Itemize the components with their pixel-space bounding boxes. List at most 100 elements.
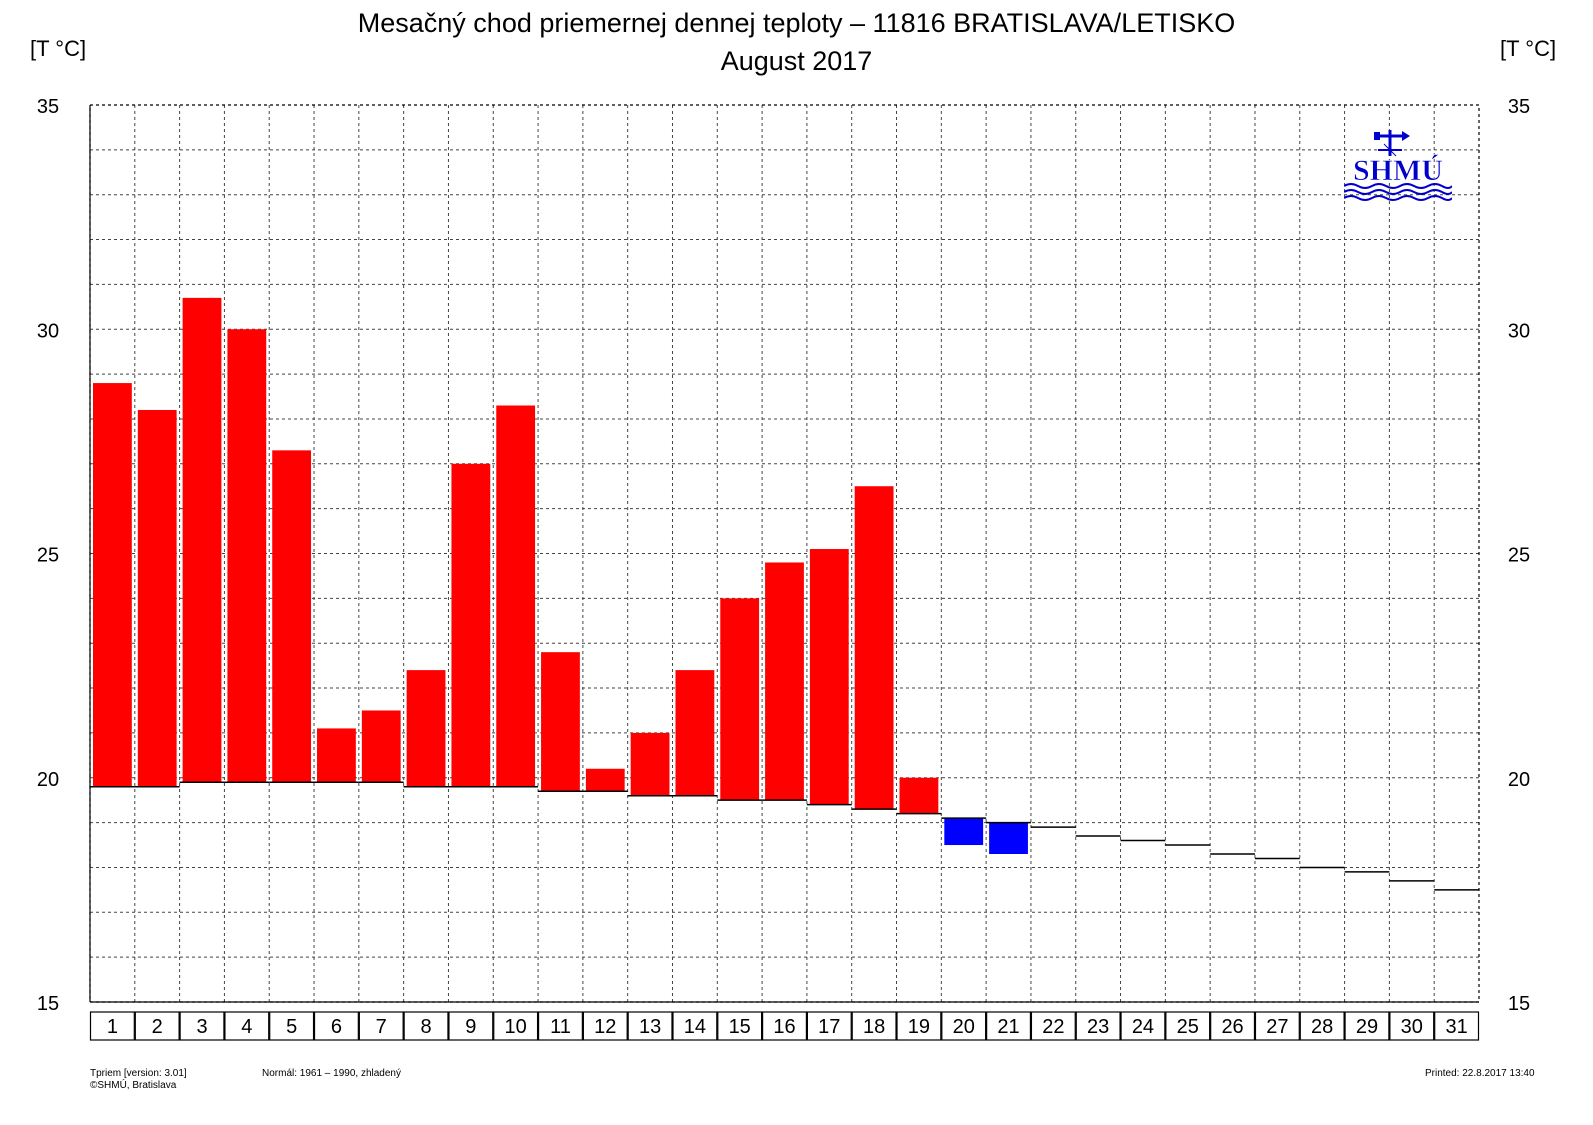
day-label-box (896, 1011, 942, 1041)
temperature-bar (675, 670, 715, 796)
day-label: 16 (773, 1016, 795, 1038)
footer-version-line: Tpriem [version: 3.01] (90, 1068, 187, 1079)
y-tick-label-right: 35 (1508, 96, 1530, 118)
day-label-box (851, 1011, 897, 1041)
day-label-box (761, 1011, 808, 1041)
y-tick-label-right: 20 (1508, 769, 1530, 791)
day-label: 19 (908, 1016, 930, 1038)
y-tick-labels: 15 15 20 20 25 25 30 30 35 35 (37, 96, 1530, 1015)
day-label-box (537, 1011, 583, 1041)
temperature-bar (585, 768, 625, 792)
day-label: 14 (684, 1016, 706, 1038)
day-label-box (1344, 1011, 1390, 1041)
footer-normal: Normál: 1961 – 1990, zhladený (262, 1068, 401, 1079)
y-tick-label-left: 25 (37, 545, 59, 567)
day-label: 15 (729, 1016, 751, 1038)
day-label-box (986, 1011, 1032, 1041)
temperature-bar (451, 463, 491, 787)
temperature-bar (899, 777, 939, 814)
day-label-box (717, 1011, 763, 1041)
day-label: 24 (1132, 1016, 1154, 1038)
day-label-box (313, 1011, 359, 1041)
day-label: 10 (505, 1016, 527, 1038)
day-label: 21 (997, 1016, 1019, 1038)
chart-title: Mesačný chod priemernej dennej teploty –… (357, 8, 1236, 38)
day-label: 26 (1221, 1016, 1243, 1038)
y-tick-label-left: 20 (37, 769, 59, 791)
temperature-bar (720, 598, 760, 801)
y-tick-label-left: 35 (37, 96, 59, 118)
day-label: 23 (1087, 1016, 1109, 1038)
day-label: 6 (331, 1016, 342, 1038)
day-label-box (941, 1011, 987, 1041)
footer-version: Tpriem [version: 3.01] ©SHMÚ, Bratislava (90, 1068, 187, 1092)
day-label-box (1030, 1011, 1076, 1041)
day-label-box (224, 1011, 270, 1041)
day-label-box (179, 1011, 225, 1041)
day-label: 17 (818, 1016, 840, 1038)
temperature-bar (944, 818, 984, 846)
day-label-box (403, 1011, 449, 1041)
temperature-bar (809, 549, 849, 805)
temperature-bar (361, 710, 401, 783)
day-label-box (358, 1011, 404, 1041)
day-label-box (672, 1011, 718, 1041)
temperature-bars (93, 297, 1028, 854)
day-label: 25 (1177, 1016, 1199, 1038)
temperature-bar (272, 450, 312, 783)
day-label: 1 (107, 1016, 118, 1038)
y-tick-label-left: 15 (37, 993, 59, 1015)
day-label: 3 (196, 1016, 207, 1038)
day-label-box (89, 1011, 135, 1041)
y-axis-unit-left: [T °C] (30, 36, 87, 61)
shmu-logo-icon: SHMÚ (1343, 128, 1453, 209)
day-label-box (448, 1011, 494, 1041)
y-tick-label-right: 30 (1508, 320, 1530, 342)
day-label-box (1075, 1011, 1121, 1041)
plot-frame (89, 104, 1480, 1003)
day-label: 29 (1356, 1016, 1378, 1038)
day-label-box (1210, 1011, 1256, 1041)
day-label-box (269, 1011, 315, 1041)
day-label-box (1389, 1011, 1435, 1041)
day-label: 4 (241, 1016, 252, 1038)
day-label: 22 (1042, 1016, 1064, 1038)
temperature-bar (182, 297, 222, 783)
day-label-box (1434, 1011, 1480, 1041)
day-label-box (1254, 1011, 1300, 1041)
day-label: 2 (152, 1016, 163, 1038)
footer-printed: Printed: 22.8.2017 13:40 (1425, 1068, 1535, 1079)
day-label-box (1299, 1011, 1345, 1041)
day-label-box (134, 1011, 180, 1041)
temperature-bar (989, 822, 1028, 854)
day-label-box (582, 1011, 628, 1041)
normal-steps (90, 781, 1479, 891)
y-tick-label-right: 15 (1508, 993, 1530, 1015)
chart-subtitle: August 2017 (720, 46, 873, 76)
day-label-box (1165, 1011, 1211, 1041)
day-label-box (806, 1011, 852, 1041)
shmu-logo-text: SHMÚ (1353, 154, 1443, 187)
temperature-bar (496, 405, 536, 787)
y-axis-unit-right: [T °C] (1500, 36, 1557, 61)
day-label: 28 (1311, 1016, 1333, 1038)
day-label-box (627, 1011, 673, 1041)
footer-copyright-line: ©SHMÚ, Bratislava (90, 1080, 177, 1091)
day-label-box (1120, 1011, 1166, 1041)
temperature-bar (137, 409, 177, 787)
day-label: 5 (286, 1016, 297, 1038)
temperature-bar (630, 732, 670, 796)
temperature-bar (541, 652, 580, 792)
temperature-bar (317, 728, 356, 783)
day-label: 27 (1266, 1016, 1288, 1038)
day-label: 7 (376, 1016, 387, 1038)
day-label: 13 (639, 1016, 661, 1038)
day-label: 9 (465, 1016, 476, 1038)
temperature-bar (854, 486, 894, 810)
y-tick-label-left: 30 (37, 320, 59, 342)
day-label: 20 (953, 1016, 975, 1038)
day-label: 30 (1401, 1016, 1423, 1038)
y-tick-label-right: 25 (1508, 545, 1530, 567)
day-label: 18 (863, 1016, 885, 1038)
